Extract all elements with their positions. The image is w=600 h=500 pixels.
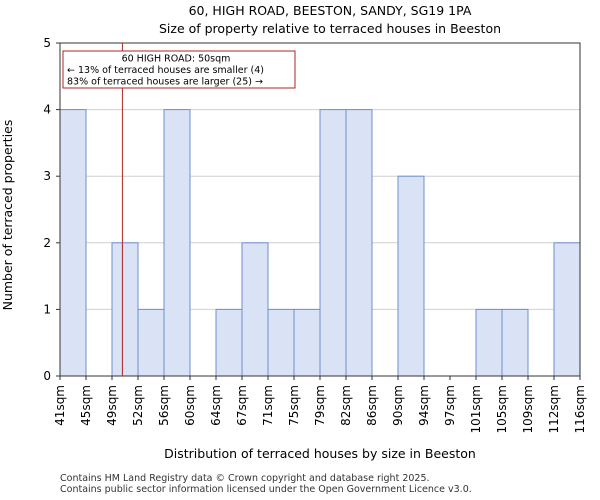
x-tick-label: 90sqm: [391, 385, 405, 426]
x-axis-ticks: 41sqm 45sqm 49sqm 52sqm 56sqm 60sqm 64sqm 67sqm…: [53, 376, 587, 433]
bar-56sqm: [163, 109, 191, 377]
x-tick-label: 105sqm: [495, 385, 509, 433]
annotation-line-3: 83% of terraced houses are larger (25) →: [67, 77, 263, 88]
footer-licence: Contains public sector information licen…: [60, 484, 472, 495]
x-tick-label: 112sqm: [547, 385, 561, 433]
x-tick-label: 97sqm: [443, 385, 457, 426]
x-tick-label: 86sqm: [365, 385, 379, 426]
y-tick-label: 5: [43, 36, 51, 50]
x-tick-label: 67sqm: [235, 385, 249, 426]
x-tick-label: 75sqm: [287, 385, 301, 426]
bar-49sqm: [111, 242, 139, 377]
x-tick-label: 45sqm: [79, 385, 93, 426]
bar-101sqm: [475, 308, 503, 377]
bar-52sqm: [137, 308, 165, 377]
x-tick-label: 116sqm: [573, 385, 587, 433]
y-tick-label: 1: [43, 302, 51, 316]
bar-41sqm: [59, 109, 87, 377]
annotation-line-2: ← 13% of terraced houses are smaller (4): [67, 65, 264, 76]
x-tick-label: 52sqm: [131, 385, 145, 426]
bar-79sqm: [319, 109, 347, 377]
bar-112sqm: [553, 242, 581, 377]
chart-subtitle: Size of property relative to terraced ho…: [159, 21, 501, 36]
x-tick-label: 101sqm: [469, 385, 483, 433]
y-tick-label: 3: [43, 169, 51, 183]
x-tick-label: 64sqm: [209, 385, 223, 426]
x-tick-label: 94sqm: [417, 385, 431, 426]
chart-title: 60, HIGH ROAD, BEESTON, SANDY, SG19 1PA: [189, 3, 472, 18]
annotation-line-1: 60 HIGH ROAD: 50sqm: [122, 54, 231, 65]
y-axis-label: Number of terraced properties: [0, 120, 15, 311]
x-tick-label: 60sqm: [183, 385, 197, 426]
y-tick-label: 4: [43, 103, 51, 117]
bar-90sqm: [397, 175, 425, 377]
footer-copyright: Contains HM Land Registry data © Crown c…: [60, 473, 430, 484]
annotation-box: 60 HIGH ROAD: 50sqm ← 13% of terraced ho…: [62, 50, 296, 89]
y-axis-ticks: 0 1 2 3 4 5: [43, 36, 60, 383]
bar-71sqm: [267, 308, 295, 377]
bar-64sqm: [215, 308, 243, 377]
x-tick-label: 71sqm: [261, 385, 275, 426]
x-tick-label: 49sqm: [105, 385, 119, 426]
bar-105sqm: [501, 308, 529, 377]
bar-67sqm: [241, 242, 269, 377]
x-tick-label: 56sqm: [157, 385, 171, 426]
x-tick-label: 79sqm: [313, 385, 327, 426]
x-tick-label: 82sqm: [339, 385, 353, 426]
bar-75sqm: [293, 308, 321, 377]
x-axis-label: Distribution of terraced houses by size …: [164, 446, 476, 461]
bar-82sqm: [345, 109, 373, 377]
x-tick-label: 41sqm: [53, 385, 67, 426]
y-tick-label: 2: [43, 236, 51, 250]
y-tick-label: 0: [43, 369, 51, 383]
x-tick-label: 109sqm: [521, 385, 535, 433]
